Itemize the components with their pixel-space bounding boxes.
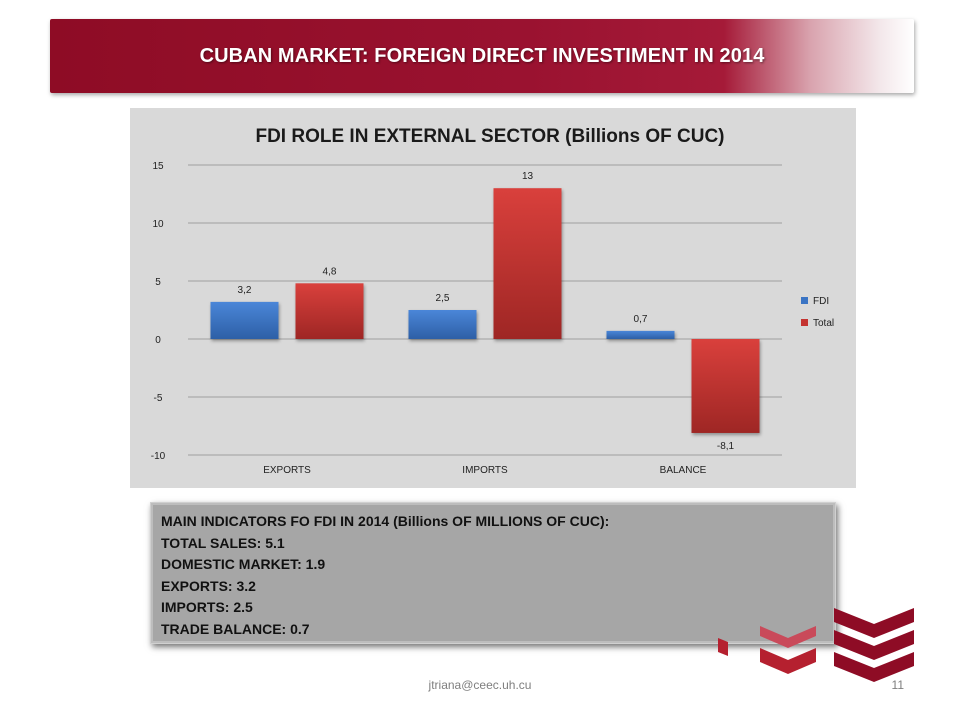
indicator-exports: EXPORTS: 3.2 [161, 577, 256, 594]
indicator-imports: IMPORTS: 2.5 [161, 599, 253, 615]
y-tick-label: 15 [152, 161, 164, 172]
indicator-domestic-market: DOMESTIC MARKET: 1.9 [161, 556, 326, 572]
bar-total-imports [493, 188, 562, 339]
indicator-trade-balance: TRADE BALANCE: 0.7 [161, 620, 310, 637]
x-category-label: IMPORTS [462, 465, 508, 476]
data-label: 4,8 [323, 266, 337, 277]
footer-email: jtriana@ceec.uh.cu [428, 678, 532, 692]
legend-swatch-fdi [801, 297, 808, 304]
bar-fdi-exports [210, 301, 279, 339]
data-label: 13 [522, 171, 534, 182]
legend-label-fdi: FDI [813, 296, 829, 307]
bar-fdi-imports [408, 310, 477, 339]
bar-total-exports [295, 283, 364, 339]
legend-label-total: Total [813, 318, 834, 329]
x-category-label: BALANCE [660, 465, 707, 476]
page-number: 11 [891, 678, 904, 692]
y-tick-label: -10 [151, 451, 166, 462]
chart-title: FDI ROLE IN EXTERNAL SECTOR (Billions OF… [255, 126, 724, 147]
data-label: 2,5 [436, 293, 450, 304]
data-label: 0,7 [634, 314, 648, 325]
bar-total-balance [691, 339, 760, 433]
chart-panel: FDI ROLE IN EXTERNAL SECTOR (Billions OF… [130, 108, 856, 488]
indicator-total-sales: TOTAL SALES: 5.1 [161, 534, 285, 551]
y-tick-label: -5 [154, 393, 163, 404]
legend-swatch-total [801, 319, 808, 326]
indicators-heading: MAIN INDICATORS FO FDI IN 2014 (Billions… [161, 513, 610, 529]
x-category-label: EXPORTS [263, 465, 311, 476]
y-tick-label: 0 [155, 335, 161, 346]
bar-fdi-balance [606, 330, 675, 339]
chevron-logo-icon [718, 608, 914, 682]
slide-title: CUBAN MARKET: FOREIGN DIRECT INVESTIMENT… [199, 44, 765, 67]
data-label: -8,1 [717, 441, 735, 452]
y-tick-label: 5 [155, 277, 161, 288]
fdi-bar-chart: FDI ROLE IN EXTERNAL SECTOR (Billions OF… [151, 126, 834, 476]
title-banner: CUBAN MARKET: FOREIGN DIRECT INVESTIMENT… [50, 19, 914, 93]
data-label: 3,2 [238, 285, 252, 296]
main-indicators-box: MAIN INDICATORS FO FDI IN 2014 (Billions… [150, 502, 836, 644]
y-tick-label: 10 [152, 219, 164, 230]
